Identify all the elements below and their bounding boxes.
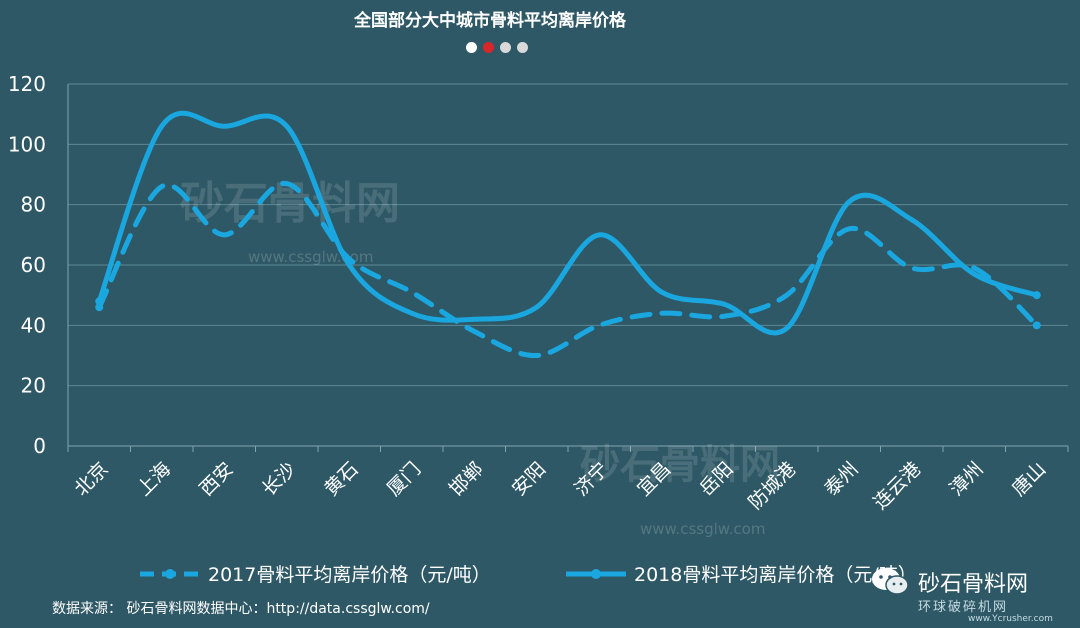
x-tick-label: 邯郸 <box>445 458 487 500</box>
series-point <box>1032 291 1041 300</box>
series-point <box>1032 321 1041 330</box>
legend: 2017骨料平均离岸价格（元/吨） 2018骨料平均离岸价格（元/吨） <box>140 564 917 586</box>
x-tick-label: 黄石 <box>320 458 362 500</box>
y-tick-label: 60 <box>21 253 46 277</box>
legend-marker <box>591 569 601 579</box>
series-lines <box>95 110 1041 359</box>
x-tick-labels: 北京 上海 西安 长沙 黄石 厦门 邯郸 安阳 济宁 宜昌 岳阳 防城港 泰州 连云港 漳州 唐山 <box>70 458 1050 514</box>
series-point <box>95 297 104 306</box>
y-tick-label: 20 <box>21 374 46 398</box>
x-tick-label: 漳州 <box>945 458 987 500</box>
y-tick-label: 120 <box>8 72 46 96</box>
brand-logo: 砂石骨料网 环球破碎机网 www.Ycrusher.com <box>870 562 1070 624</box>
carousel-dot-4[interactable] <box>517 42 528 53</box>
data-source-note: 数据来源： 砂石骨料网数据中心：http://data.cssglw.com/ <box>52 601 430 617</box>
brand-name: 砂石骨料网 <box>918 572 1029 597</box>
y-tick-label: 80 <box>21 193 46 217</box>
series-line-1 <box>96 181 1040 359</box>
brand-url: www.Ycrusher.com <box>968 614 1053 624</box>
x-tick-label: 泰州 <box>820 458 862 500</box>
y-tick-label: 0 <box>33 434 46 458</box>
y-tick-label: 100 <box>8 132 46 156</box>
carousel-dot-1[interactable] <box>466 42 477 53</box>
chart-title: 全国部分大中城市骨料平均离岸价格 <box>354 11 626 31</box>
brand-subtitle: 环球破碎机网 <box>918 600 1009 615</box>
legend-marker <box>165 569 175 579</box>
series-line-2 <box>96 110 1040 336</box>
carousel-dot-2[interactable] <box>483 42 494 53</box>
watermark-text: 砂石骨料网 <box>580 442 780 488</box>
series-point <box>95 303 104 312</box>
y-tick-label: 40 <box>21 313 46 337</box>
wechat-icon <box>872 568 909 595</box>
x-tick-label: 上海 <box>133 458 175 500</box>
x-tick-label: 厦门 <box>383 458 425 500</box>
x-tick-label: 西安 <box>195 458 237 500</box>
x-tick-label: 连云港 <box>869 458 925 514</box>
carousel-dot-3[interactable] <box>500 42 511 53</box>
x-tick-label: 唐山 <box>1008 458 1050 500</box>
grid-lines <box>67 83 1069 452</box>
y-tick-labels: 0 20 40 60 80 100 120 <box>8 72 46 458</box>
watermark-url: www.cssglw.com <box>640 520 765 538</box>
legend-label: 2018骨料平均离岸价格（元/吨） <box>634 564 917 586</box>
legend-label: 2017骨料平均离岸价格（元/吨） <box>208 564 491 586</box>
x-tick-label: 长沙 <box>258 458 300 500</box>
carousel-dots[interactable] <box>466 38 534 57</box>
x-tick-label: 安阳 <box>508 458 550 500</box>
x-tick-label: 北京 <box>70 458 112 500</box>
